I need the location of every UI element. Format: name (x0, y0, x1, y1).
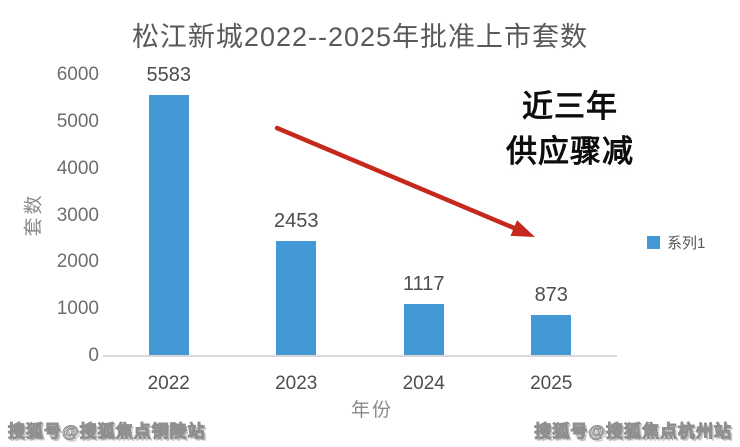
bar (148, 94, 189, 356)
bar-value-label: 1117 (402, 272, 445, 295)
annotation-line2: 供应骤减 (506, 134, 634, 169)
x-tick-label: 2023 (275, 373, 318, 394)
annotation-callout: 近三年 供应骤减 (455, 84, 685, 174)
y-tick-label: 1000 (56, 298, 99, 320)
bar-value-label: 5583 (146, 63, 192, 86)
x-axis-title: 年份 (350, 400, 393, 421)
watermark-left: 搜狐号@搜狐焦点铜陵站 (8, 422, 206, 442)
annotation-line1: 近三年 (522, 89, 618, 124)
legend-label: 系列1 (667, 235, 706, 252)
x-tick-label: 2024 (402, 373, 445, 394)
bar-value-label: 2453 (274, 210, 319, 233)
y-tick-label: 3000 (56, 204, 99, 226)
y-tick-label: 6000 (56, 64, 99, 85)
bar-value-label: 873 (534, 284, 568, 307)
bar (403, 303, 444, 356)
legend: 系列1 (647, 232, 705, 253)
y-tick-label: 4000 (56, 157, 99, 179)
y-tick-label: 2000 (56, 251, 99, 273)
x-tick-label: 2022 (147, 373, 190, 394)
watermark-right: 搜狐号@搜狐焦点杭州站 (534, 422, 732, 442)
bar (276, 241, 317, 356)
y-tick-label: 5000 (56, 110, 99, 132)
x-tick-label: 2025 (530, 373, 573, 394)
chart-title: 松江新城2022--2025年批准上市套数 (131, 22, 589, 52)
x-axis-line (103, 355, 617, 357)
bar (531, 315, 572, 356)
legend-swatch-icon (647, 236, 660, 249)
trend-arrow-head (510, 220, 535, 237)
y-tick-label: 0 (88, 345, 99, 366)
